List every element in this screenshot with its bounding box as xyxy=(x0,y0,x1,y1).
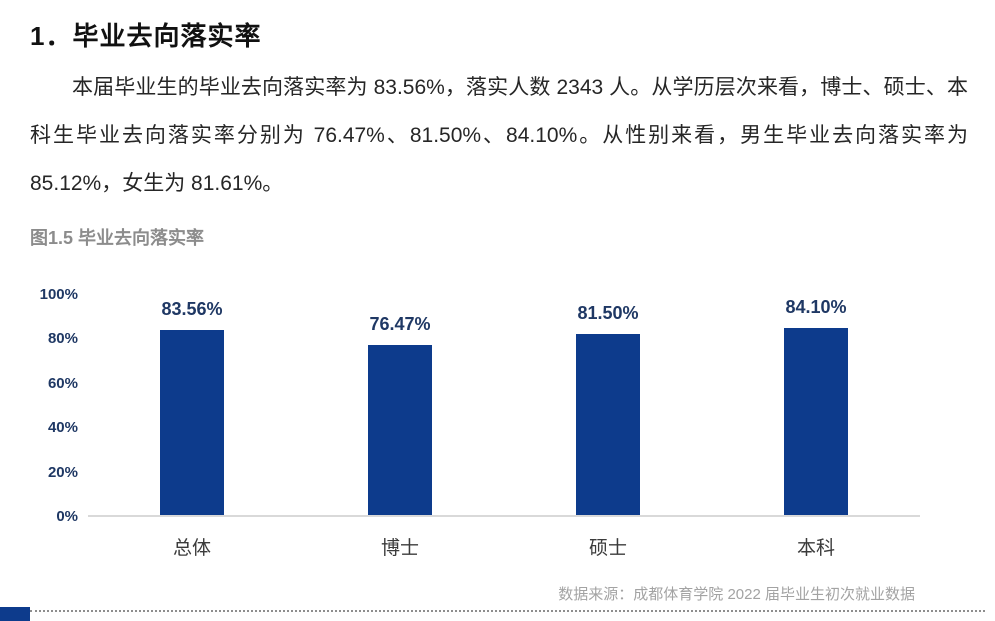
employment-rate-bar-chart: 0% 20% 40% 60% 80% 100% 83.56% 76.47% 81.50% 84.… xyxy=(30,286,965,559)
y-tick-label: 80% xyxy=(47,330,78,348)
y-tick-label: 0% xyxy=(56,508,78,525)
x-category-label: 总体 xyxy=(172,538,211,559)
bar-column: 81.50% xyxy=(504,295,712,515)
x-axis-labels: 总体 博士 硕士 本科 xyxy=(88,533,920,560)
bar-value-label: 84.10% xyxy=(785,297,847,318)
bar xyxy=(784,328,848,515)
data-source-note: 数据来源：成都体育学院 2022 届毕业生初次就业数据 xyxy=(558,586,915,603)
plot-area: 83.56% 76.47% 81.50% 84.10% xyxy=(88,295,920,517)
y-axis: 0% 20% 40% 60% 80% 100% xyxy=(30,286,78,525)
bar xyxy=(576,334,640,515)
page-corner-accent xyxy=(0,607,30,621)
bar-value-label: 81.50% xyxy=(577,303,639,324)
x-category-label: 硕士 xyxy=(588,538,627,559)
figure-caption: 图1.5 毕业去向落实率 xyxy=(30,228,205,248)
y-tick-label: 60% xyxy=(47,374,78,392)
y-tick-label: 100% xyxy=(39,286,78,303)
y-tick-label: 20% xyxy=(47,463,78,481)
x-category-label: 博士 xyxy=(380,538,419,559)
bar xyxy=(368,345,432,515)
dotted-divider xyxy=(30,610,985,612)
y-tick-label: 40% xyxy=(47,419,78,437)
section-heading: 1．毕业去向落实率 xyxy=(30,21,262,51)
bar xyxy=(160,329,224,515)
bar-column: 83.56% xyxy=(88,295,296,515)
bar-value-label: 76.47% xyxy=(369,314,431,335)
body-paragraph: 本届毕业生的毕业去向落实率为 83.56%，落实人数 2343 人。从学历层次来… xyxy=(30,76,968,195)
bar-value-label: 83.56% xyxy=(161,298,223,319)
x-category-label: 本科 xyxy=(796,538,835,559)
bar-column: 84.10% xyxy=(712,295,920,515)
bar-column: 76.47% xyxy=(296,295,504,515)
